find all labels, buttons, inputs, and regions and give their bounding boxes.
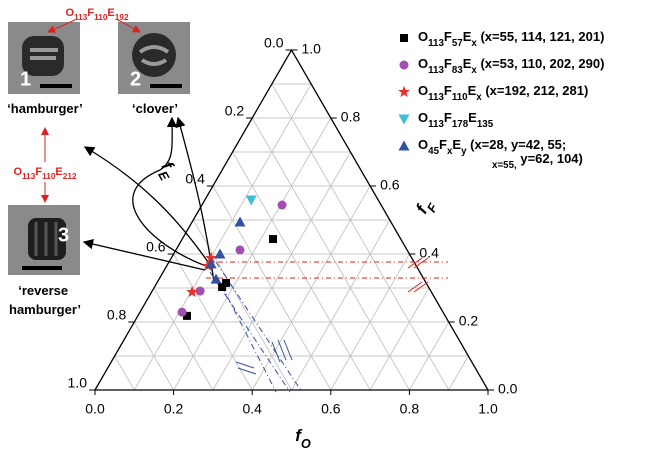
particle <box>132 33 176 77</box>
legend-label: O113F83Ex (x=53, 110, 202, 290) <box>418 56 604 76</box>
legend: O113F57Ex (x=55, 114, 121, 201) O113F83Ex… <box>398 29 604 171</box>
grid-line <box>133 83 312 391</box>
grid-line <box>448 355 469 391</box>
image-number: 3 <box>58 224 69 246</box>
legend-label: O113F110Ex (x=192, 212, 281) <box>418 83 588 103</box>
scale-bar <box>150 84 182 88</box>
grid-line <box>251 117 410 391</box>
point <box>210 273 222 284</box>
image-caption: ‘reverse hamburger’ <box>9 283 81 317</box>
particle-detail <box>138 45 170 66</box>
arrow <box>235 339 293 375</box>
x-tick-label: 0.6 <box>321 401 341 417</box>
scale-bar <box>22 266 62 270</box>
grid-line <box>232 151 371 391</box>
point <box>398 140 410 151</box>
point <box>222 278 231 287</box>
point <box>186 285 198 298</box>
point <box>214 248 226 259</box>
grid-line <box>173 253 253 391</box>
guide-line <box>206 261 448 279</box>
legend-label: O45FxEy (x=28, y=42, 55; x=55, y=62, 104… <box>418 137 583 171</box>
grid-line <box>369 287 430 391</box>
image-caption: ‘hamburger’ <box>7 101 83 116</box>
point <box>177 307 187 317</box>
x-tick-label: 0.0 <box>85 401 105 417</box>
right-tick-label: 0.8 <box>341 109 361 125</box>
point <box>398 114 410 125</box>
image-number: 1 <box>20 68 31 90</box>
inset-images <box>8 22 190 275</box>
left-tick-label: 1.0 <box>68 375 88 391</box>
grid-line <box>291 219 391 391</box>
arrow <box>82 238 206 271</box>
arrow <box>132 116 207 267</box>
right-tick-label: 0.4 <box>419 245 439 261</box>
point <box>400 34 408 42</box>
axis-label: fF <box>413 195 441 220</box>
left-tick-label: 0.6 <box>146 239 166 255</box>
axis-label: fO <box>295 426 311 450</box>
legend-label: O113F178E135 <box>418 110 494 130</box>
point <box>277 200 287 210</box>
x-tick-label: 1.0 <box>478 401 498 417</box>
point <box>245 195 257 206</box>
arrow <box>117 19 141 33</box>
frame: 0.0 0.2 0.4 0.6 0.8 1.00.00.20.40.60.81.00.00… <box>68 35 518 417</box>
right-tick-label: 0.6 <box>380 177 400 193</box>
image-number: 2 <box>130 68 141 90</box>
point <box>399 60 409 70</box>
data-marks <box>177 195 287 320</box>
grid-line <box>153 287 214 391</box>
image-caption: ‘clover’ <box>132 101 178 116</box>
scale-bar <box>40 84 72 88</box>
right-tick-label: 0.2 <box>459 313 479 329</box>
arrow <box>407 257 429 293</box>
left-tick-label: 0.4 <box>185 171 205 187</box>
triangle-frame <box>93 48 490 391</box>
point <box>205 258 217 269</box>
right-tick-label: 0.0 <box>498 381 518 397</box>
x-tick-label: 0.2 <box>164 401 184 417</box>
inset-label: O113F110E212 <box>13 166 76 181</box>
grid-line <box>271 83 450 391</box>
point <box>398 85 410 98</box>
left-tick-label: 0.2 <box>225 103 245 119</box>
inset-label: O113F110E192 <box>65 7 128 22</box>
point <box>205 251 217 264</box>
arrow <box>47 19 76 33</box>
grid-line <box>212 185 332 391</box>
grid-line <box>114 355 135 391</box>
point <box>182 311 191 320</box>
point <box>269 235 278 244</box>
x-tick-label: 0.4 <box>242 401 262 417</box>
particle-detail <box>34 222 58 256</box>
guide-line <box>209 261 303 393</box>
legend-label: O113F57Ex (x=55, 114, 121, 201) <box>418 29 604 49</box>
point <box>234 216 246 227</box>
point <box>195 286 205 296</box>
left-tick-label: 0.8 <box>107 307 127 323</box>
grid-line <box>192 219 292 391</box>
grid-line <box>212 151 351 391</box>
particle-detail <box>30 48 58 60</box>
point <box>235 245 245 255</box>
x-tick-label: 0.8 <box>400 401 420 417</box>
point <box>218 282 227 291</box>
right-tick-label: 1.0 <box>302 41 322 57</box>
left-tick-label: 0.0 <box>264 35 284 51</box>
grid-line <box>133 321 175 391</box>
arrow <box>83 146 209 263</box>
annotation-arrows <box>41 19 448 393</box>
